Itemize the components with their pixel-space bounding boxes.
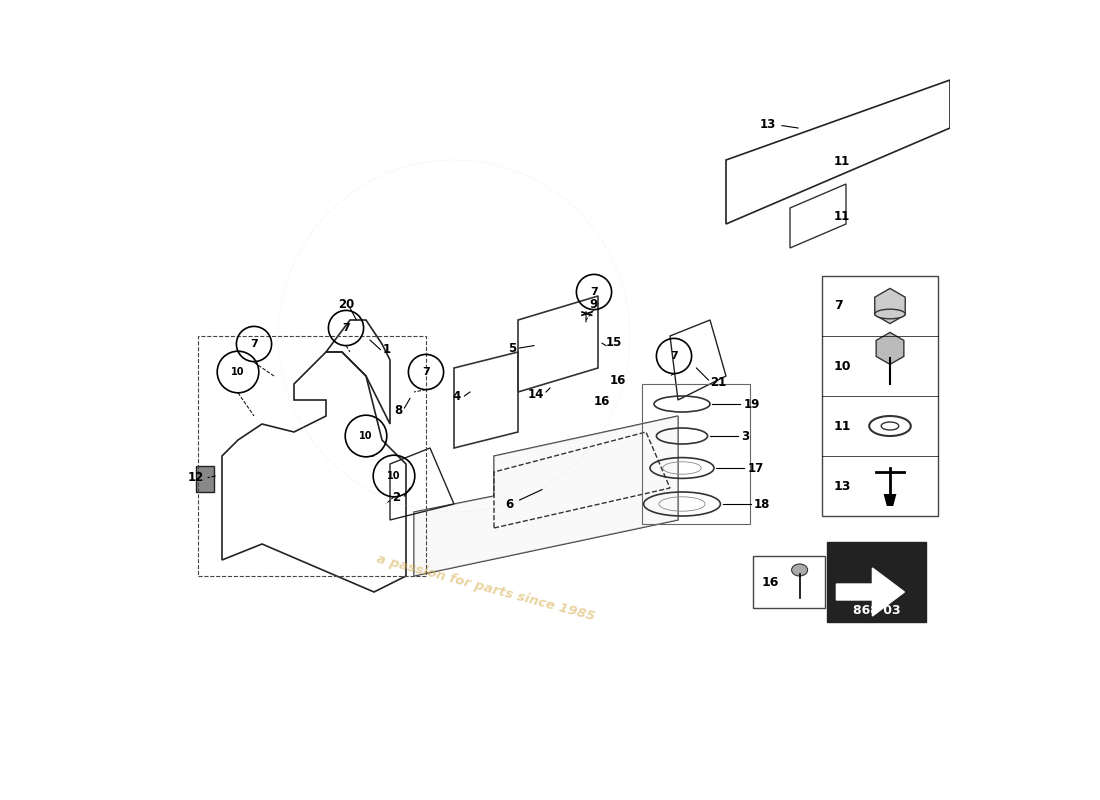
Text: 7: 7 [834,299,843,313]
Text: 7: 7 [422,367,430,377]
Text: 10: 10 [231,367,244,377]
Text: 16: 16 [609,374,626,387]
Text: 12: 12 [188,471,205,484]
Text: 18: 18 [754,498,770,510]
Text: 2: 2 [393,491,400,504]
Text: 7: 7 [590,287,598,297]
Text: 10: 10 [387,471,400,481]
Text: 16: 16 [593,395,609,408]
Bar [754,556,825,608]
Text: 11: 11 [834,210,850,222]
Text: 9: 9 [590,298,598,310]
Text: a passion for parts since 1985: a passion for parts since 1985 [375,553,596,623]
Text: 10: 10 [360,431,373,441]
Bar [198,336,426,576]
Text: 4: 4 [452,390,461,402]
Text: 15: 15 [606,336,623,349]
Bar [642,384,750,524]
FancyBboxPatch shape [197,466,215,492]
Polygon shape [836,568,904,616]
Text: 8: 8 [395,404,403,417]
Text: 13: 13 [760,118,777,130]
Text: 1: 1 [383,343,390,356]
Text: 16: 16 [761,575,779,589]
Text: 7: 7 [342,323,350,333]
Text: 17: 17 [748,462,763,474]
Ellipse shape [874,309,905,318]
Polygon shape [414,416,678,576]
FancyBboxPatch shape [827,542,926,622]
Text: 14: 14 [527,388,543,401]
Text: 868 03: 868 03 [852,604,900,617]
Text: 13: 13 [834,479,851,493]
Text: 11: 11 [834,155,850,168]
Text: 3: 3 [741,430,749,442]
Text: 7: 7 [250,339,257,349]
Text: 7: 7 [670,351,678,361]
Text: 11: 11 [834,419,851,433]
Text: 6: 6 [506,498,514,510]
Text: 10: 10 [834,359,851,373]
Polygon shape [883,494,896,506]
Bar [822,276,938,516]
Text: 20: 20 [338,298,354,310]
Text: 21: 21 [710,376,726,389]
Text: 5: 5 [508,342,516,354]
Text: 19: 19 [744,398,760,410]
Ellipse shape [792,564,807,576]
